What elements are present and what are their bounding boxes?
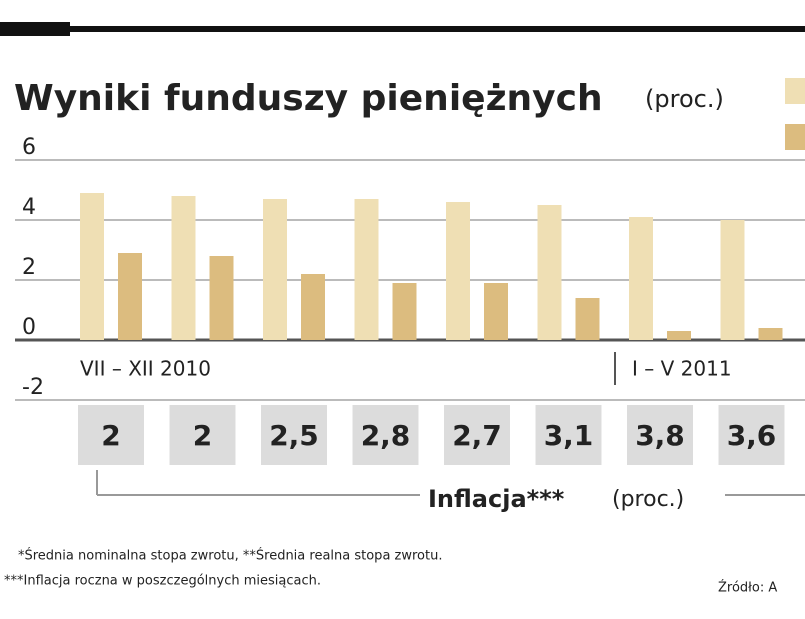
bar (446, 202, 470, 340)
y-tick-label: 0 (22, 315, 36, 340)
period-label: I – V 2011 (632, 357, 732, 381)
inflation-value: 2 (193, 419, 212, 452)
legend-swatch (785, 78, 805, 104)
inflation-box (261, 405, 327, 465)
bar (118, 253, 142, 340)
inflation-value: 2,5 (269, 419, 319, 452)
bar (629, 217, 653, 340)
bar (301, 274, 325, 340)
inflation-box (718, 405, 785, 465)
inflation-value: 3,1 (544, 419, 594, 452)
y-tick-label: 6 (22, 135, 36, 160)
inflation-value: 2,8 (361, 419, 411, 452)
chart-title: Wyniki funduszy pieniężnych (14, 78, 603, 119)
inflation-box (627, 405, 693, 465)
bar (537, 205, 562, 340)
bar (720, 220, 745, 340)
legend-swatch (785, 124, 805, 150)
inflation-value: 3,6 (727, 419, 777, 452)
bar (667, 331, 691, 340)
inflation-box (352, 405, 419, 465)
bar (209, 256, 234, 340)
y-tick-label: -2 (22, 375, 44, 400)
bar (354, 199, 379, 340)
inflation-box (444, 405, 510, 465)
bar (171, 196, 196, 340)
unit-label: (proc.) (645, 85, 724, 113)
top-rule-tab (0, 22, 70, 36)
inflation-box (169, 405, 236, 465)
bar (263, 199, 287, 340)
inflation-value: 2,7 (452, 419, 502, 452)
inflation-unit: (proc.) (612, 487, 684, 512)
inflation-box (535, 405, 602, 465)
bar (575, 298, 600, 340)
y-tick-label: 4 (22, 195, 36, 220)
inflation-value: 3,8 (635, 419, 685, 452)
bar (758, 328, 783, 340)
bar (484, 283, 508, 340)
y-tick-label: 2 (22, 255, 36, 280)
inflation-box (78, 405, 144, 465)
footnote: ***Inflacja roczna w poszczególnych mies… (4, 574, 321, 589)
inflation-label: Inflacja*** (428, 485, 565, 513)
bar (80, 193, 104, 340)
top-rule (0, 26, 805, 32)
bar (392, 283, 417, 340)
footnote: *Średnia nominalna stopa zwrotu, **Średn… (18, 548, 442, 564)
period-label: VII – XII 2010 (80, 357, 211, 381)
source: Źródło: A (718, 580, 777, 596)
inflation-value: 2 (101, 419, 120, 452)
